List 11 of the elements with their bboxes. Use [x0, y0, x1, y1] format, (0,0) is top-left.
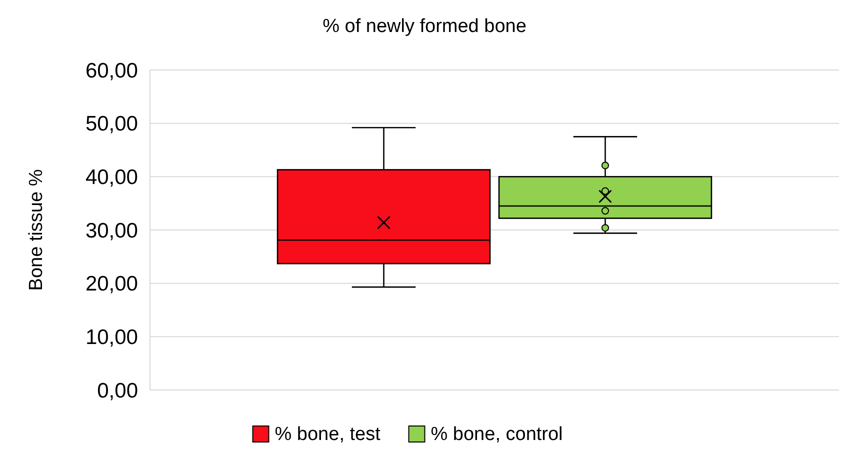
- y-tick-label: 40,00: [85, 166, 138, 190]
- y-tick-label: 50,00: [85, 112, 138, 136]
- chart-title: % of newly formed bone: [322, 16, 526, 37]
- y-tick-label: 10,00: [85, 326, 138, 350]
- y-tick-label: 60,00: [85, 59, 138, 82]
- legend-label: % bone, test: [274, 424, 382, 445]
- y-tick-label: 30,00: [85, 219, 138, 242]
- y-tick-label: 0,00: [97, 379, 138, 402]
- y-tick-label: 20,00: [85, 272, 138, 296]
- y-axis-title: Bone tissue %: [26, 169, 47, 291]
- legend-label: % bone, control: [430, 424, 563, 445]
